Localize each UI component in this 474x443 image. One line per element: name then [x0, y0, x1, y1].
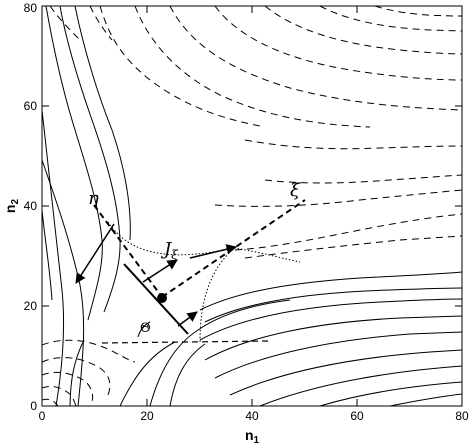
dashed-contours-lower — [42, 339, 136, 406]
eta-arrow — [75, 223, 115, 284]
saddle-point-marker — [157, 293, 167, 303]
y-tick-label: 40 — [24, 199, 38, 213]
flux-label: Jξ — [160, 239, 179, 262]
xi-axis-line — [161, 199, 306, 298]
solid-contours-left — [42, 6, 131, 406]
solid-contours-lower — [119, 271, 462, 406]
angle-arrow — [177, 311, 198, 327]
x-axis-title: n1 — [245, 427, 260, 443]
x-tick-label: 0 — [39, 409, 46, 423]
xi-label: ξ — [290, 180, 301, 201]
x-tick-label: 60 — [350, 409, 364, 423]
x-tick-label: 40 — [245, 409, 259, 423]
reference-line — [101, 340, 269, 344]
flux-arrow-2 — [189, 244, 238, 259]
annotation-geometry — [75, 199, 306, 344]
angle-label: Θ — [140, 321, 151, 336]
axis-ticks — [42, 6, 462, 406]
flux-curve-right — [233, 247, 301, 263]
y-tick-labels: 0 20 40 60 80 — [24, 1, 38, 413]
flux-arrow — [142, 259, 178, 283]
eta-axis-line — [93, 204, 163, 298]
y-tick-label: 60 — [24, 99, 38, 113]
x-tick-labels: 0 20 40 60 80 — [39, 409, 469, 423]
dashed-contours-upper — [49, 6, 462, 259]
y-tick-label: 0 — [30, 399, 37, 413]
normal-line — [123, 263, 189, 335]
flux-curve-lower — [199, 247, 235, 343]
x-tick-label: 80 — [455, 409, 469, 423]
x-tick-label: 20 — [140, 409, 154, 423]
y-tick-label: 20 — [24, 299, 38, 313]
eta-label: η — [88, 188, 99, 209]
y-axis-title: n2 — [2, 199, 21, 214]
angle-arc — [137, 321, 151, 338]
y-tick-label: 80 — [24, 1, 38, 15]
